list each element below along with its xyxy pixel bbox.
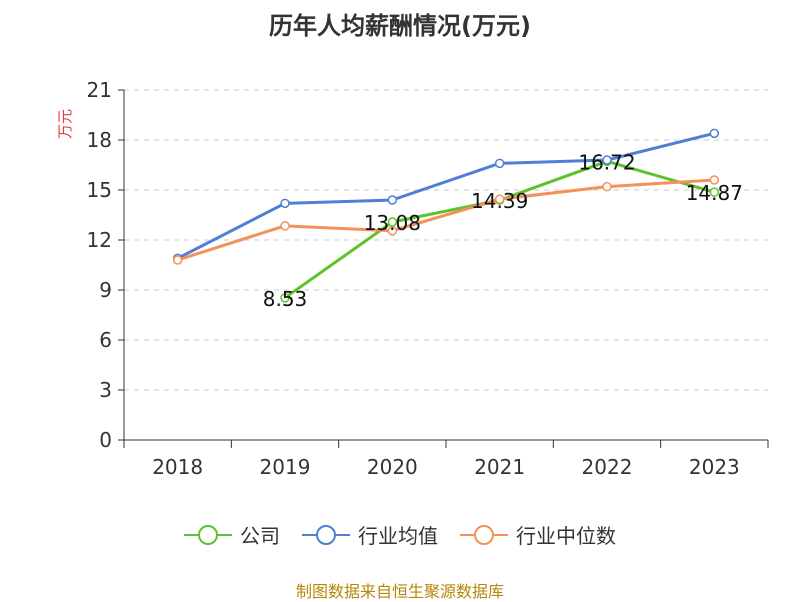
x-tick-label: 2021 <box>474 455 525 479</box>
data-label: 14.39 <box>471 189 528 213</box>
y-axis-title: 万元 <box>56 109 74 139</box>
data-label: 8.53 <box>263 287 308 311</box>
data-point <box>387 226 398 236</box>
y-tick-label: 9 <box>99 278 112 302</box>
data-label: 16.72 <box>578 150 635 174</box>
data-point <box>280 198 290 209</box>
series-line-1 <box>176 131 715 260</box>
y-tick-label: 3 <box>99 378 112 402</box>
grid-layer <box>124 89 768 391</box>
data-point <box>709 187 720 197</box>
data-label: 14.87 <box>686 181 743 205</box>
axis-layer: 0 3 6 9 12 15 18 21 万元 2018 2019 2020 2021 2022 2023 <box>56 78 769 479</box>
x-tick-label: 2018 <box>152 455 203 479</box>
y-tick-label: 18 <box>87 128 112 152</box>
series-layer <box>172 128 720 303</box>
source-note: 制图数据来自恒生聚源数据库 <box>295 582 504 601</box>
label-layer: 8.53 13.08 14.39 16.72 14.87 <box>263 150 743 311</box>
data-label: 13.08 <box>364 211 421 235</box>
legend-marker-icon <box>184 524 232 545</box>
legend-marker-icon <box>302 524 350 545</box>
chart-title: 历年人均薪酬情况(万元) <box>269 12 531 40</box>
data-point <box>280 221 290 231</box>
legend-item[interactable]: 公司 <box>184 520 280 549</box>
legend-label: 行业均值 <box>358 524 438 548</box>
legend-label: 公司 <box>240 524 280 548</box>
legend-item[interactable]: 行业中位数 <box>460 520 616 549</box>
series-line-2 <box>177 178 715 262</box>
y-tick-label: 21 <box>87 78 112 102</box>
y-tick-label: 6 <box>99 328 112 352</box>
data-point <box>172 255 183 265</box>
x-tick-label: 2023 <box>689 455 740 479</box>
legend-label: 行业中位数 <box>516 524 616 548</box>
data-point <box>709 128 720 139</box>
y-tick-label: 0 <box>99 428 112 452</box>
legend-item[interactable]: 行业均值 <box>302 520 438 549</box>
data-point <box>602 155 612 165</box>
x-tick-label: 2022 <box>582 455 633 479</box>
legend: 公司 行业均值 行业中位数 <box>0 520 800 549</box>
x-tick-label: 2020 <box>367 455 418 479</box>
data-point <box>387 195 398 205</box>
data-point <box>494 194 505 204</box>
data-point <box>602 181 612 192</box>
data-point <box>494 158 505 169</box>
y-tick-label: 15 <box>87 178 112 202</box>
data-point <box>709 175 720 185</box>
x-tick-label: 2019 <box>260 455 311 479</box>
data-point <box>280 293 290 303</box>
legend-marker-icon <box>460 524 508 545</box>
data-point <box>387 217 398 227</box>
y-tick-label: 12 <box>87 228 112 252</box>
